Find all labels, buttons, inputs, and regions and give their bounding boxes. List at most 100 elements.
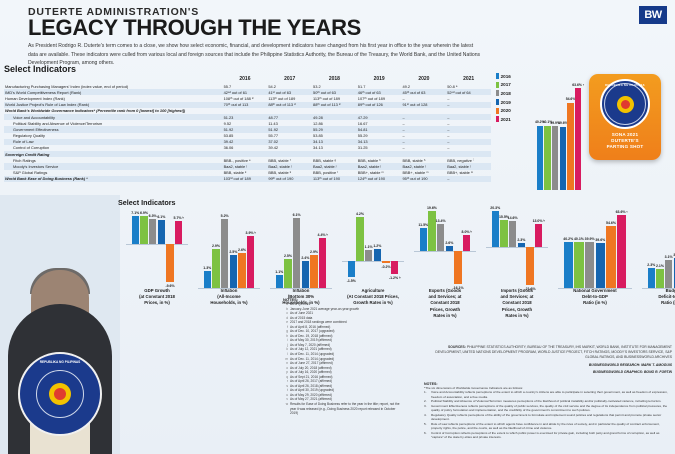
bar-value: -21.6% (524, 286, 536, 291)
table-cell-label: Manufacturing Purchasing Managers' Index… (5, 83, 129, 89)
businessworld-logo: BW (639, 6, 667, 24)
badge-line-1: SONA 2021 (611, 132, 639, 137)
bar: 3.9% ᵇ (246, 231, 256, 288)
bar: 63.6% ᶜ (572, 83, 584, 190)
table-cell-value: 34.13 (357, 139, 368, 145)
zero-line (642, 288, 675, 289)
sources-block: SOURCES: PHILIPPINE STATISTICS AUTHORITY… (424, 345, 672, 374)
governance-note-marker: 2. (424, 399, 427, 404)
table-cell-value: BBB+, stable ᵐ (402, 170, 429, 176)
note-text: As of Dec. 11, 2014 (upgraded) (290, 352, 335, 357)
bar: 5.7% ᵇ (174, 216, 184, 244)
note-marker: q (286, 374, 288, 379)
bar: 2.5% (284, 254, 292, 288)
table-cell-value: – (447, 102, 450, 108)
bar-value: 1.3% (203, 265, 212, 270)
chart-plot: 1.3% 2.9% 5.2% 2.5% 2.6% 3.9% ᵇ (198, 208, 260, 289)
note-marker: g (286, 329, 288, 334)
bar: 6.1% (157, 215, 165, 244)
notes-block: NOTES: a As of Q3 2021 b January-June 2021 … (283, 297, 403, 416)
table-cell-value: 108ᵗʰ out of 188 ᵈ (223, 95, 254, 101)
note-text: 2017 and 2018 rankings were combined (290, 320, 347, 325)
note-marker: c (286, 311, 288, 316)
note-item: n As of June 27, 2017 (affirmed) (283, 361, 403, 366)
table-col-2021: 2021 (463, 76, 475, 82)
table-cell-value: – (447, 176, 450, 182)
bar-value: 63.6% ᶜ (572, 82, 585, 87)
bar: 40.2% (563, 237, 573, 288)
chart-title: Agriculture (At Constant 2018 Prices, Grow… (347, 288, 399, 306)
bar: 2.5% (229, 250, 237, 288)
note-text: As of April 26, 2018 (affirmed) (290, 383, 333, 388)
table-cell-value: 31.25 (357, 145, 368, 151)
bar: 7.1% (131, 211, 139, 244)
header-kicker: DUTERTE ADMINISTRATION'S (28, 6, 200, 18)
table-cell-value: – (447, 126, 450, 132)
note-text: Results for Ease of Doing Business refer… (290, 402, 400, 416)
table-cell-value: 54.81 (357, 126, 368, 132)
table-cell-value: – (402, 120, 405, 126)
table-cell-label: Moody's Investors Service (13, 164, 59, 170)
table-cell-label: IMD's World Competitiveness Report (Rank… (5, 89, 82, 95)
table-cell-value: 50ᵗʰ out of 63 (313, 89, 336, 95)
legend-label: 2019 (500, 99, 511, 105)
bar-value: 8.0% ᵇ (461, 229, 472, 234)
note-text: As of July 16, 2020 (affirmed) (290, 370, 332, 375)
table-row: Moody's Investors Service Baa2, stable ʲ B… (4, 163, 491, 170)
governance-note-text: Control of Corruption reflects perceptio… (431, 430, 660, 440)
table-header-row: 2016 2017 2018 2019 2020 2021 (4, 75, 491, 83)
table-cell-value: 51.92 (268, 126, 279, 132)
table-cell-value: – (402, 114, 405, 120)
note-item: s As of April 26, 2018 (affirmed) (283, 384, 403, 389)
table-cell-value: 95ᵗʰ out of 190 (402, 176, 428, 182)
note-text: As of April 8, 2016 (affirmed) (290, 324, 331, 329)
bar: 40.2% (535, 120, 545, 190)
bar: 2.1% (656, 264, 664, 288)
bar-value: 2.3% (647, 262, 656, 267)
bar-value: 6.9% (139, 211, 148, 216)
note-item: c As of June 2021 (283, 311, 403, 316)
charts-band: Select Indicators 7.1% 6.9% 6.3% 6.1% 5.7% ᵇ… (118, 198, 675, 348)
note-item: p As of July 16, 2020 (affirmed) (283, 370, 403, 375)
podium-seal-icon: REPUBLIKA NG PILIPINAS (18, 352, 102, 436)
bar-value: 40.2% (534, 120, 545, 125)
bar: 39.9% (550, 121, 560, 190)
table-cell-value: 107ᵗʰ out of 189 (357, 95, 386, 101)
table-cell-value: 89ᵗʰ out of 126 (357, 102, 383, 108)
table-row: Manufacturing Purchasing Managers' Index… (4, 83, 491, 89)
bar: 2.4% (301, 256, 309, 288)
legend-swatch (496, 99, 499, 106)
note-text: As of Dec. 11, 2014 (upgraded) (290, 356, 335, 361)
table-row: World Bank's Worldwide Governance Indica… (4, 108, 491, 114)
bar-value: 2.1% (655, 264, 664, 269)
bar: 5.2% (221, 214, 229, 288)
bars-negative: -21.6% (486, 247, 548, 291)
sources-body: PHILIPPINE STATISTICS AUTHORITY, BUREAU … (435, 345, 672, 360)
bar: 1.1% (365, 245, 373, 262)
note-text: January-June 2021 average year-on-year g… (290, 306, 360, 311)
bar-value: 2.4% (301, 255, 310, 260)
table-row: World Justice Project's Rule of Law Inde… (4, 101, 491, 108)
legend-swatch (496, 116, 499, 123)
bar: 40.1% (574, 237, 584, 288)
chart-group-2: 1.1% 2.5% 6.1% 2.4% 2.9% 4.4% ᵇ Inflation (Bott… (270, 208, 332, 314)
table-row: Fitch Ratings BBB-, positive ᵉ BBB, stable… (4, 157, 491, 163)
charts-section-title: Select Indicators (118, 198, 176, 207)
chart-group-7: 2.3%2.1%3.1%3.4%7.6%7.6% ᶜBudgetDeficit-… (642, 208, 675, 314)
legend-swatch (496, 73, 499, 80)
table-row: World Bank Ease of Doing Business (Rank)… (4, 175, 491, 182)
table-cell-value: 37.02 (268, 139, 279, 145)
note-item: l As of Dec. 11, 2014 (upgraded) (283, 352, 403, 357)
bar-value: 2.6% (238, 248, 247, 253)
table-cell-value: – (447, 120, 450, 126)
note-marker: k (286, 347, 288, 352)
note-marker: b (286, 306, 288, 311)
bar: 40.1% (543, 120, 552, 190)
bar: -1.2% ᵇ (389, 261, 400, 280)
table-cell-value: 53.85 (223, 133, 234, 139)
sun-icon (616, 95, 634, 113)
governance-note-item: 3. Government Effectiveness reflects perc… (424, 404, 672, 413)
bar: 63.6% ᶜ (616, 210, 628, 288)
bar: 6.1% (293, 213, 301, 288)
bar-value: 7.1% (131, 210, 140, 215)
